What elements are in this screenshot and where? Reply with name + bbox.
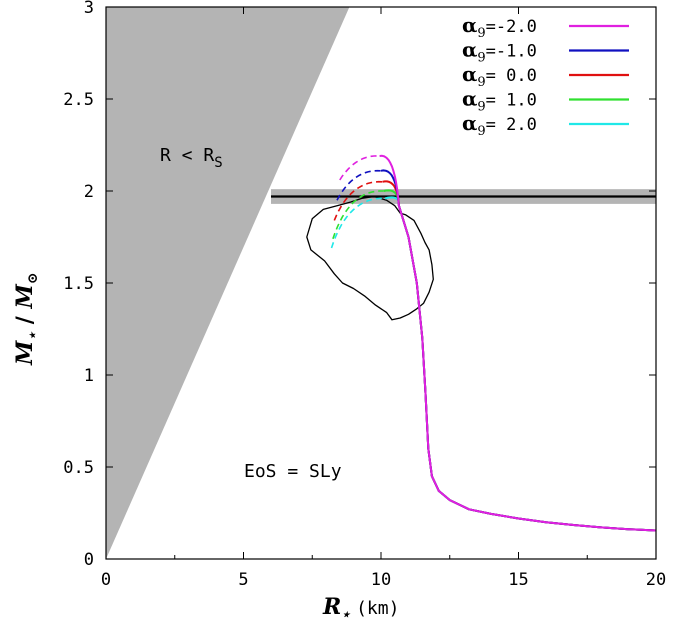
y-axis-title: M⋆ / M⊙ (12, 272, 41, 366)
x-axis-title: R⋆ (km) (322, 594, 399, 623)
legend-entry-4: α9= 2.0 (462, 111, 629, 139)
legend-entry-2: α9= 0.0 (462, 62, 629, 90)
series-unstable-branch-0 (339, 155, 380, 181)
y-tick-label-6: 3 (84, 0, 94, 18)
constraint-contour (306, 195, 434, 321)
legend-label-1: α9=-1.0 (462, 38, 537, 66)
plot-clip-group (106, 7, 656, 559)
x-tick-label-4: 20 (646, 570, 666, 590)
plot-area: 0 5 10 15 20 0 0.5 1 1.5 2 2.5 3 (63, 0, 666, 590)
series-unstable-branch-2 (333, 180, 383, 221)
series-unstable-branch-4 (330, 197, 386, 249)
x-tick-label-1: 5 (238, 570, 248, 590)
legend-entry-3: α9= 1.0 (462, 87, 629, 115)
forbidden-region (106, 7, 350, 559)
legend-label-3: α9= 1.0 (462, 87, 537, 115)
y-tick-label-5: 2.5 (63, 90, 94, 110)
y-tick-label-2: 1 (84, 366, 94, 386)
legend-entry-0: α9=-2.0 (462, 13, 629, 41)
legend-label-0: α9=-2.0 (462, 13, 537, 41)
legend: α9=-2.0α9=-1.0α9= 0.0α9= 1.0α9= 2.0 (462, 13, 629, 139)
series-stable-branch-0 (379, 154, 656, 532)
x-tick-label-2: 10 (371, 570, 391, 590)
y-tick-label-0: 0 (84, 550, 94, 570)
series-unstable-branch-1 (336, 169, 382, 201)
x-tick-label-3: 15 (508, 570, 528, 590)
y-tick-label-4: 2 (84, 182, 94, 202)
legend-entry-1: α9=-1.0 (462, 38, 629, 66)
y-tick-label-1: 0.5 (63, 458, 94, 478)
eos-annotation: EoS = SLy (244, 461, 342, 482)
series-stable-branch-4 (384, 196, 656, 532)
x-tick-label-0: 0 (101, 570, 111, 590)
forbidden-region-label: R < RS (160, 145, 223, 171)
legend-label-2: α9= 0.0 (462, 62, 537, 90)
legend-label-4: α9= 2.0 (462, 111, 537, 139)
series-unstable-branch-3 (332, 190, 384, 240)
y-tick-label-3: 1.5 (63, 274, 94, 294)
